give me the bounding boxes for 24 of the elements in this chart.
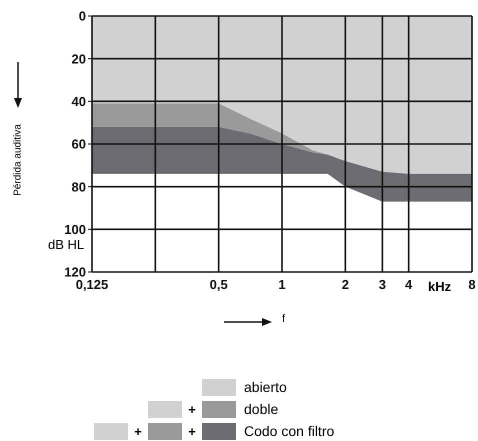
x-tick-label: 0,125 [76, 277, 108, 292]
x-axis-title: f [282, 313, 286, 325]
y-tick-label: 100 [64, 222, 86, 237]
text: + [187, 402, 197, 416]
text: kHz [428, 279, 452, 294]
y-tick-label: 20 [72, 51, 86, 66]
y-tick-label: 60 [72, 136, 86, 152]
legend-label: doble [244, 401, 278, 417]
text: + [188, 424, 196, 438]
x-tick-label: 1 [278, 277, 286, 292]
y-tick-label: 120 [64, 264, 86, 280]
y-tick-label: 40 [72, 94, 86, 109]
x-tick-label: 0,5 [210, 277, 228, 292]
y-axis-title: Pérdida auditiva [12, 124, 24, 196]
legend-label: Codo con filtro [244, 423, 334, 439]
y-tick-label: 0 [78, 8, 86, 24]
text: dB HL [48, 237, 84, 252]
x-tick-label: 2 [342, 277, 349, 292]
y-tick-label: 80 [72, 179, 86, 194]
legend-label: abierto [244, 379, 287, 395]
x-tick-label: 4 [405, 277, 414, 292]
x-tick-label: 8 [468, 277, 476, 292]
text: + [134, 424, 142, 438]
x-tick-label: 3 [378, 277, 386, 292]
